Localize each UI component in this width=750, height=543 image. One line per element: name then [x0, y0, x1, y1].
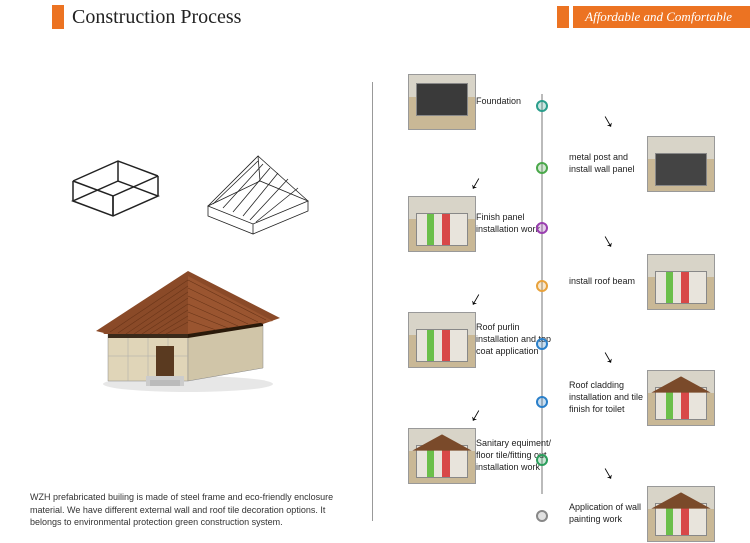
illustration-group	[30, 64, 346, 477]
timeline-node	[536, 510, 548, 522]
wireframe-truss-icon	[198, 146, 318, 236]
arrow-icon: ↓	[466, 287, 486, 312]
step-label: metal post and install wall panel	[569, 152, 647, 175]
step-thumbnail	[408, 74, 476, 130]
accent-bar-left	[52, 5, 64, 29]
timeline-node	[536, 222, 548, 234]
house-render-icon	[88, 246, 288, 396]
arrow-icon: ↓	[598, 461, 618, 486]
timeline-node	[536, 280, 548, 292]
step-label: install roof beam	[569, 276, 647, 288]
arrow-icon: ↓	[598, 109, 618, 134]
step-thumbnail	[408, 196, 476, 252]
accent-bar-mid	[557, 6, 569, 28]
step-thumbnail	[647, 254, 715, 310]
step-thumbnail	[408, 312, 476, 368]
left-panel: WZH prefabricated builing is made of ste…	[0, 54, 372, 539]
step-thumbnail	[647, 486, 715, 542]
timeline-step: Application of wall painting work	[561, 486, 715, 542]
arrow-icon: ↓	[598, 229, 618, 254]
arrow-icon: ↓	[466, 403, 486, 428]
timeline-step: Roof cladding installation and tile fini…	[561, 370, 715, 426]
timeline-node	[536, 100, 548, 112]
timeline-node	[536, 454, 548, 466]
step-thumbnail	[408, 428, 476, 484]
tagline-box: Affordable and Comfortable	[573, 6, 750, 28]
timeline-step: install roof beam	[561, 254, 715, 310]
arrow-icon: ↓	[466, 171, 486, 196]
timeline-node	[536, 396, 548, 408]
page-title: Construction Process	[72, 6, 241, 29]
timeline-node	[536, 338, 548, 350]
step-thumbnail	[647, 370, 715, 426]
header: Construction Process Affordable and Comf…	[0, 0, 750, 34]
tagline: Affordable and Comfortable	[585, 9, 732, 25]
step-label: Application of wall painting work	[569, 502, 647, 525]
timeline-node	[536, 162, 548, 174]
step-label: Roof cladding installation and tile fini…	[569, 380, 647, 415]
step-thumbnail	[647, 136, 715, 192]
arrow-icon: ↓	[598, 345, 618, 370]
wireframe-open-icon	[58, 146, 178, 236]
timeline-step: metal post and install wall panel	[561, 136, 715, 192]
content: WZH prefabricated builing is made of ste…	[0, 34, 750, 539]
timeline-panel: Foundationmetal post and install wall pa…	[373, 54, 750, 539]
description-text: WZH prefabricated builing is made of ste…	[30, 491, 346, 529]
